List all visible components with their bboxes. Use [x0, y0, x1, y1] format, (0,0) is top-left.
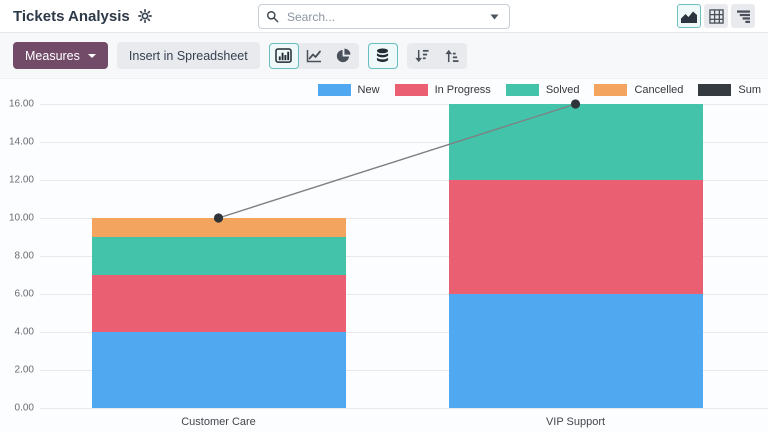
legend-swatch [505, 84, 539, 96]
gridline [40, 332, 768, 333]
sort-descending-icon [414, 49, 429, 63]
sort-ascending-icon [444, 49, 459, 63]
line-chart-button[interactable] [299, 43, 329, 69]
search-icon [266, 10, 279, 23]
x-axis-label: Customer Care [181, 416, 256, 428]
y-tick-label: 6.00 [14, 288, 34, 300]
search-dropdown-toggle[interactable] [487, 12, 502, 22]
gear-icon[interactable] [137, 9, 152, 23]
sort-descending-button[interactable] [407, 43, 437, 69]
bar-chart-icon [275, 48, 292, 63]
pie-chart-icon [336, 48, 351, 63]
view-switcher [677, 4, 755, 28]
legend-label: Cancelled [634, 84, 684, 96]
pie-chart-button[interactable] [329, 43, 359, 69]
legend-item[interactable]: Solved [505, 84, 580, 96]
bar-segment[interactable] [91, 275, 346, 332]
caret-down-icon [490, 14, 499, 20]
graph-view-icon [681, 10, 697, 23]
y-tick-label: 0.00 [14, 402, 34, 414]
bar-segment[interactable] [448, 294, 703, 408]
list-view-icon [736, 9, 751, 23]
line-chart-icon [306, 49, 322, 63]
legend-swatch [594, 84, 628, 96]
sort-group [406, 42, 467, 69]
page-title: Tickets Analysis [13, 7, 130, 25]
legend-item[interactable]: In Progress [394, 84, 491, 96]
chart-region: New In Progress Solved Cancelled Sum 0.00 2.0… [0, 79, 768, 433]
y-tick-label: 2.00 [14, 364, 34, 376]
gridline [40, 294, 768, 295]
legend-swatch [317, 84, 351, 96]
legend-label: Solved [545, 84, 580, 96]
y-tick-label: 14.00 [8, 136, 34, 148]
view-button-list[interactable] [731, 4, 755, 28]
y-tick-label: 12.00 [8, 174, 34, 186]
legend-label: New [357, 84, 380, 96]
caret-down-icon [87, 53, 96, 58]
breadcrumb: Tickets Analysis [13, 8, 152, 25]
bar-segment[interactable] [91, 218, 346, 237]
legend-label: Sum [738, 84, 761, 96]
y-tick-label: 10.00 [8, 212, 34, 224]
view-button-graph[interactable] [677, 4, 701, 28]
chart-legend: New In Progress Solved Cancelled Sum [303, 84, 761, 96]
legend-item[interactable]: Sum [698, 84, 761, 96]
legend-label: In Progress [434, 84, 491, 96]
legend-item[interactable]: New [317, 84, 380, 96]
view-button-pivot[interactable] [704, 4, 728, 28]
stacked-icon [376, 48, 389, 63]
x-axis-label: VIP Support [545, 416, 606, 428]
top-navbar: Tickets Analysis [0, 0, 768, 33]
bar-chart-button[interactable] [268, 42, 299, 69]
chart-type-group [268, 42, 359, 69]
search-input[interactable] [285, 8, 481, 25]
gridline [40, 256, 768, 257]
gridline [40, 370, 768, 371]
control-panel: Measures Insert in Spreadsheet [0, 33, 768, 79]
legend-item[interactable]: Cancelled [594, 84, 683, 96]
sort-ascending-button[interactable] [437, 43, 467, 69]
stacked-toggle-button[interactable] [367, 42, 398, 69]
stacked-group [367, 42, 398, 69]
bar-segment[interactable] [448, 180, 703, 294]
insert-in-spreadsheet-button[interactable]: Insert in Spreadsheet [116, 42, 260, 69]
measures-button[interactable]: Measures [13, 42, 108, 69]
gridline [40, 408, 768, 409]
measures-label: Measures [25, 48, 80, 63]
y-tick-label: 4.00 [14, 326, 34, 338]
bar-segment[interactable] [91, 332, 346, 408]
y-tick-label: 16.00 [8, 98, 34, 110]
pivot-view-icon [708, 8, 724, 24]
bar-segment[interactable] [448, 104, 703, 180]
search-bar[interactable] [258, 4, 510, 29]
legend-swatch [394, 84, 428, 96]
bar-segment[interactable] [91, 237, 346, 275]
legend-swatch [698, 84, 732, 96]
y-tick-label: 8.00 [14, 250, 34, 262]
